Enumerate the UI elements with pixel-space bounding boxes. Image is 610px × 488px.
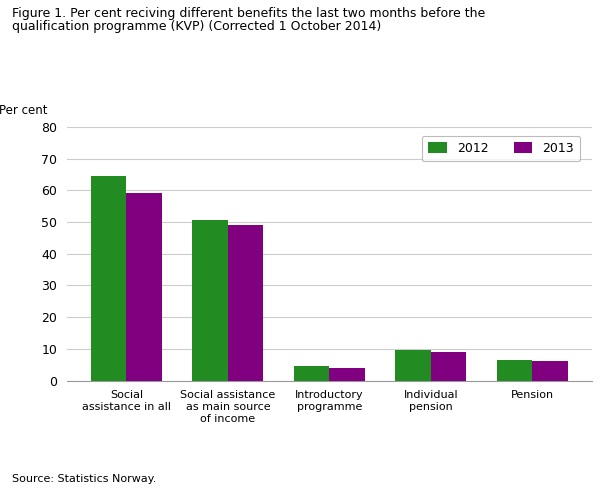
Bar [431,352,467,381]
Text: Source: Statistics Norway.: Source: Statistics Norway. [12,474,157,484]
Bar [497,360,533,381]
Text: qualification programme (KVP) (Corrected 1 October 2014): qualification programme (KVP) (Corrected… [12,20,381,34]
Legend: 2012, 2013: 2012, 2013 [422,136,580,161]
Text: Per cent: Per cent [0,104,48,117]
Text: Figure 1. Per cent reciving different benefits the last two months before the: Figure 1. Per cent reciving different be… [12,7,486,20]
Bar [395,349,431,381]
Bar [533,361,568,381]
Bar [228,225,264,381]
Bar [126,193,162,381]
Bar [329,368,365,381]
Bar [91,176,126,381]
Bar [192,221,228,381]
Bar [294,366,329,381]
